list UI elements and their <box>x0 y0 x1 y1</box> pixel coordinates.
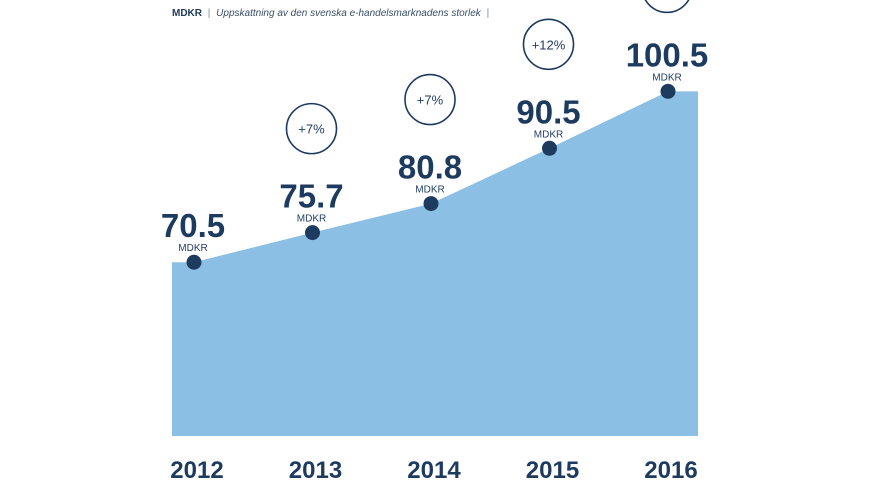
x-tick-2013: 2013 <box>289 457 342 484</box>
growth-label-2015: +12% <box>532 37 566 52</box>
header-separator: | <box>207 8 211 19</box>
growth-badge-2014 <box>404 73 456 126</box>
growth-badge-2015 <box>522 18 575 71</box>
data-point-2016 <box>660 83 676 99</box>
header-trailing-separator: | <box>486 8 490 19</box>
x-tick-2012: 2012 <box>170 457 223 484</box>
value-label-2016: 100.5 <box>626 36 709 73</box>
value-label-2014: 80.8 <box>398 149 462 186</box>
data-point-2013 <box>305 225 320 241</box>
chart-subtitle: Uppskattning av den svenska e-handelsmar… <box>216 8 481 19</box>
value-label-2012: 70.5 <box>161 207 225 244</box>
x-tick-2016: 2016 <box>644 457 697 484</box>
data-point-2012 <box>186 254 202 270</box>
unit-label-2013: MDKR <box>297 214 326 225</box>
value-label-2013: 75.7 <box>279 178 343 215</box>
growth-badge-2013 <box>285 102 338 155</box>
unit-label-2014: MDKR <box>415 185 444 196</box>
data-point-2014 <box>423 196 439 212</box>
value-label-2015: 90.5 <box>516 93 580 130</box>
unit-label-2012: MDKR <box>178 243 207 254</box>
x-tick-2014: 2014 <box>407 457 461 484</box>
growth-label-2014: +7% <box>417 93 444 108</box>
growth-badge-2016 <box>644 0 690 14</box>
data-point-2015 <box>542 140 557 156</box>
header-unit-label: MDKR <box>172 8 202 19</box>
unit-label-2016: MDKR <box>652 72 681 83</box>
area-series <box>172 91 698 436</box>
unit-label-2015: MDKR <box>534 129 563 140</box>
x-tick-2015: 2015 <box>526 457 579 484</box>
chart-header: MDKR | Uppskattning av den svenska e-han… <box>172 8 492 19</box>
growth-label-2013: +7% <box>298 122 325 137</box>
